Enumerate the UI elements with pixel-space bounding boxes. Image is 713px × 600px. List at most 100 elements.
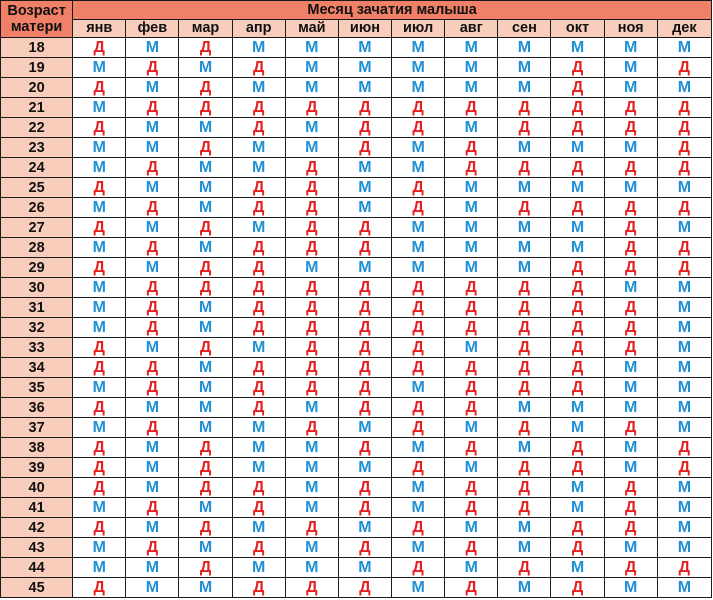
girl-cell: Д (603, 217, 658, 238)
girl-cell: Д (178, 517, 233, 538)
girl-cell: Д (337, 477, 393, 498)
girl-cell: Д (391, 117, 446, 138)
girl-cell: Д (337, 97, 393, 118)
boy-cell: М (72, 557, 127, 578)
girl-cell: Д (497, 457, 552, 478)
boy-cell: М (284, 457, 339, 478)
boy-cell: М (497, 237, 552, 258)
boy-cell: М (444, 197, 499, 218)
boy-cell: М (72, 237, 127, 258)
girl-cell: Д (391, 397, 446, 418)
month-header: мар (178, 18, 233, 38)
girl-cell: Д (231, 297, 286, 318)
month-header: сен (497, 18, 552, 38)
girl-cell: Д (72, 217, 127, 238)
girl-cell: Д (497, 277, 552, 298)
girl-cell: Д (444, 297, 499, 318)
boy-cell: М (391, 37, 446, 58)
mother-age-cell: 42 (0, 517, 74, 538)
boy-cell: М (656, 477, 713, 498)
girl-cell: Д (550, 377, 605, 398)
girl-cell: Д (497, 477, 552, 498)
mother-age-cell: 39 (0, 457, 74, 478)
girl-cell: Д (125, 97, 180, 118)
girl-cell: Д (550, 97, 605, 118)
girl-cell: Д (231, 357, 286, 378)
girl-cell: Д (178, 257, 233, 278)
boy-cell: М (603, 57, 658, 78)
girl-cell: Д (284, 297, 339, 318)
boy-cell: М (550, 497, 605, 518)
boy-cell: М (444, 177, 499, 198)
girl-cell: Д (550, 257, 605, 278)
boy-cell: М (178, 297, 233, 318)
boy-cell: М (497, 57, 552, 78)
girl-cell: Д (656, 197, 713, 218)
table-row: 28 М Д М Д Д Д М М М М Д Д (0, 237, 713, 258)
girl-cell: Д (72, 357, 127, 378)
boy-cell: М (603, 377, 658, 398)
boy-cell: М (178, 577, 233, 598)
boy-cell: М (284, 257, 339, 278)
girl-cell: Д (337, 537, 393, 558)
girl-cell: Д (284, 577, 339, 598)
boy-cell: М (603, 397, 658, 418)
girl-cell: Д (337, 137, 393, 158)
girl-cell: Д (391, 297, 446, 318)
girl-cell: Д (444, 357, 499, 378)
boy-cell: М (337, 157, 393, 178)
boy-cell: М (337, 517, 393, 538)
girl-cell: Д (550, 577, 605, 598)
boy-cell: М (337, 557, 393, 578)
table-row: 35 М Д М Д Д Д М Д Д Д М М (0, 377, 713, 398)
girl-cell: Д (337, 397, 393, 418)
girl-cell: Д (337, 437, 393, 458)
boy-cell: М (72, 317, 127, 338)
boy-cell: М (391, 77, 446, 98)
girl-cell: Д (497, 357, 552, 378)
girl-cell: Д (391, 557, 446, 578)
boy-cell: М (231, 217, 286, 238)
boy-cell: М (72, 57, 127, 78)
girl-cell: Д (550, 337, 605, 358)
table-row: 25 Д М М Д Д М Д М М М М М (0, 177, 713, 198)
girl-cell: Д (550, 77, 605, 98)
boy-cell: М (550, 37, 605, 58)
table-row: 24 М Д М М Д М М Д Д Д Д Д (0, 157, 713, 178)
boy-cell: М (125, 77, 180, 98)
girl-cell: Д (284, 277, 339, 298)
boy-cell: М (72, 97, 127, 118)
boy-cell: М (337, 77, 393, 98)
table-row: 20 Д М Д М М М М М М Д М М (0, 77, 713, 98)
mother-age-cell: 29 (0, 257, 74, 278)
boy-cell: М (178, 177, 233, 198)
table-row: 37 М Д М М Д М Д М Д М Д М (0, 417, 713, 438)
boy-cell: М (231, 437, 286, 458)
girl-cell: Д (178, 437, 233, 458)
girl-cell: Д (497, 337, 552, 358)
girl-cell: Д (337, 357, 393, 378)
girl-cell: Д (497, 297, 552, 318)
boy-cell: М (444, 457, 499, 478)
girl-cell: Д (125, 157, 180, 178)
mother-age-cell: 18 (0, 37, 74, 58)
girl-cell: Д (284, 217, 339, 238)
girl-cell: Д (125, 197, 180, 218)
girl-cell: Д (497, 417, 552, 438)
girl-cell: Д (72, 37, 127, 58)
girl-cell: Д (550, 357, 605, 378)
girl-cell: Д (125, 537, 180, 558)
boy-cell: М (178, 117, 233, 138)
girl-cell: Д (231, 57, 286, 78)
boy-cell: М (444, 557, 499, 578)
boy-cell: М (497, 257, 552, 278)
boy-cell: М (444, 57, 499, 78)
boy-cell: М (444, 217, 499, 238)
boy-cell: М (337, 197, 393, 218)
boy-cell: М (284, 477, 339, 498)
mother-age-cell: 27 (0, 217, 74, 238)
month-header: авг (444, 18, 499, 38)
month-header: окт (550, 18, 605, 38)
girl-cell: Д (497, 97, 552, 118)
boy-cell: М (72, 157, 127, 178)
